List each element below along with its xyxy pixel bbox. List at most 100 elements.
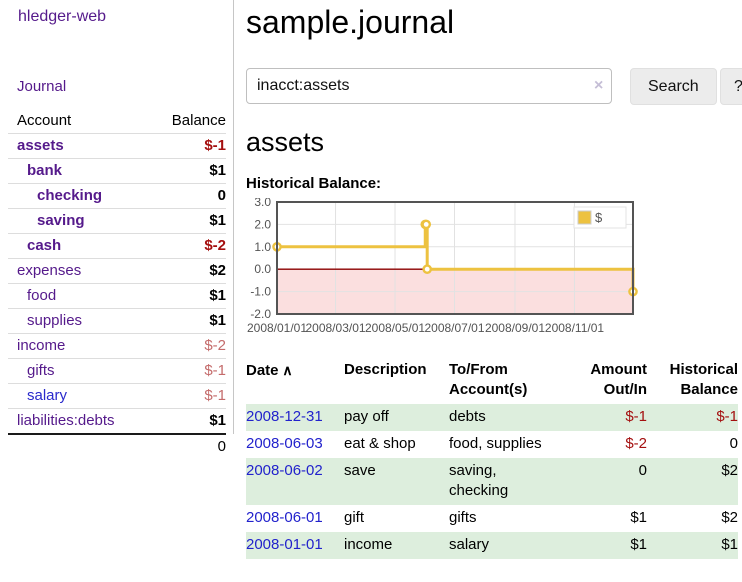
account-balance: $1 [144, 158, 226, 184]
help-button[interactable]: ? [720, 68, 742, 105]
account-link-liabilities-debts[interactable]: liabilities:debts [17, 412, 115, 429]
x-tick-label: 2008/09/01 [485, 321, 545, 335]
account-balance: $1 [144, 308, 226, 334]
accounts-total-row: 0 [8, 433, 226, 459]
search-form: × Search ? [246, 68, 742, 105]
txn-row: 2008-06-03 eat & shop food, supplies $-2 0 [246, 431, 738, 458]
account-balance: $-1 [144, 358, 226, 384]
account-row: bank $1 [8, 158, 226, 184]
x-tick-label: 2008/11/01 [545, 321, 604, 335]
account-link-saving[interactable]: saving [37, 212, 85, 229]
account-balance: $-1 [144, 133, 226, 159]
account-balance: $2 [144, 258, 226, 284]
chart-canvas: $3.0 2.0 1.0 0.0 -1.0 -2.02008/01/012008/03/0… [247, 195, 638, 335]
txn-date-link[interactable]: 2008-01-01 [246, 536, 323, 553]
account-link-food[interactable]: food [27, 287, 57, 304]
historical-balance-chart: $3.0 2.0 1.0 0.0 -1.0 -2.0 2008/01/01 2008/03/0… [246, 195, 642, 340]
account-row: assets $-1 [8, 133, 226, 159]
account-balance: $1 [144, 283, 226, 309]
txn-amount: $1 [630, 509, 647, 526]
txn-balance: $1 [721, 536, 738, 553]
main-content: sample.journal × Search ? assets Histori… [246, 0, 742, 559]
app-title-link[interactable]: hledger-web [18, 8, 107, 25]
account-row: liabilities:debts $1 [8, 408, 226, 434]
account-link-expenses[interactable]: expenses [17, 262, 82, 279]
txn-accounts: debts [449, 408, 486, 425]
account-row: salary $-1 [8, 383, 226, 409]
account-link-gifts[interactable]: gifts [27, 362, 55, 379]
account-link-assets[interactable]: assets [17, 137, 64, 154]
txn-header-description: Description [344, 361, 427, 378]
txn-description: eat & shop [344, 435, 416, 452]
y-tick-label: -2.0 [250, 307, 271, 321]
txn-description: pay off [344, 408, 389, 425]
account-row: checking 0 [8, 183, 226, 209]
txn-amount: $-2 [625, 435, 647, 452]
account-balance: $1 [144, 408, 226, 434]
txn-header-tofrom: To/From Account(s) [449, 361, 528, 398]
x-tick-label: 2008/07/01 [424, 321, 484, 335]
account-link-income[interactable]: income [17, 337, 66, 354]
txn-header-historical: Historical Balance [669, 361, 738, 398]
txn-accounts: saving, checking [449, 462, 509, 499]
account-row: cash $-2 [8, 233, 226, 259]
search-input[interactable] [246, 68, 612, 104]
txn-date-link[interactable]: 2008-12-31 [246, 408, 323, 425]
clear-search-icon[interactable]: × [594, 77, 604, 94]
account-link-checking[interactable]: checking [37, 187, 103, 204]
account-link-salary[interactable]: salary [27, 387, 68, 404]
txn-header-date[interactable]: Date ∧ [246, 362, 293, 379]
accounts-total-value: 0 [144, 433, 226, 459]
accounts-header-account: Account [17, 112, 72, 129]
data-point [421, 219, 432, 230]
txn-amount: $-1 [625, 408, 647, 425]
account-link-bank[interactable]: bank [27, 162, 63, 179]
x-tick-label: 2008/03/01 [305, 321, 365, 335]
y-tick-label: 3.0 [254, 198, 271, 209]
accounts-header-balance: Balance [171, 112, 226, 129]
page-title: sample.journal [246, 4, 455, 40]
txn-balance: 0 [729, 435, 738, 452]
txn-accounts: salary [449, 536, 490, 553]
y-tick-label: 1.0 [254, 240, 271, 254]
account-balance: $-1 [144, 383, 226, 409]
txn-row: 2008-06-01 gift gifts $1 $2 [246, 505, 738, 532]
account-row: gifts $-1 [8, 358, 226, 384]
txn-row: 2008-06-02 save saving, checking 0 $2 [246, 458, 738, 505]
txn-accounts: food, supplies [449, 435, 542, 452]
txn-description: income [344, 536, 393, 553]
txn-date-link[interactable]: 2008-06-01 [246, 509, 323, 526]
sidebar: hledger-web Journal Account Balance asse… [0, 0, 234, 459]
txn-description: gift [344, 509, 365, 526]
txn-date-link[interactable]: 2008-06-03 [246, 435, 323, 452]
account-link-cash[interactable]: cash [27, 237, 62, 254]
account-row: saving $1 [8, 208, 226, 234]
account-row: expenses $2 [8, 258, 226, 284]
txn-balance: $-1 [716, 408, 738, 425]
txn-date-link[interactable]: 2008-06-02 [246, 462, 323, 479]
txn-accounts: gifts [449, 509, 477, 526]
sort-ascending-icon[interactable]: ∧ [278, 362, 293, 378]
y-tick-label: 0.0 [254, 262, 271, 276]
account-balance: $1 [144, 208, 226, 234]
txn-row: 2008-12-31 pay off debts $-1 $-1 [246, 404, 738, 431]
account-row: income $-2 [8, 333, 226, 359]
account-balance: $-2 [144, 233, 226, 259]
x-tick-label: 2008/01/01 [247, 321, 307, 335]
txn-header-amount: Amount Out/In [590, 361, 647, 398]
txn-amount: 0 [638, 462, 647, 479]
legend-swatch [577, 210, 592, 225]
x-tick-label: 2008/05/01 [365, 321, 425, 335]
txn-description: save [344, 462, 376, 479]
account-link-supplies[interactable]: supplies [27, 312, 83, 329]
txn-row: 2008-01-01 income salary $1 $1 [246, 532, 738, 559]
sidebar-item-journal[interactable]: Journal [17, 78, 67, 95]
transactions-table: Date ∧ Description To/From Account(s) Amount… [246, 358, 738, 559]
legend-label: $ [595, 210, 603, 225]
chart-title: Historical Balance: [246, 175, 382, 192]
data-point [422, 264, 433, 274]
search-button[interactable]: Search [630, 68, 717, 105]
y-tick-label: -1.0 [250, 285, 271, 299]
account-balance: 0 [144, 183, 226, 209]
txn-balance: $2 [721, 462, 738, 479]
